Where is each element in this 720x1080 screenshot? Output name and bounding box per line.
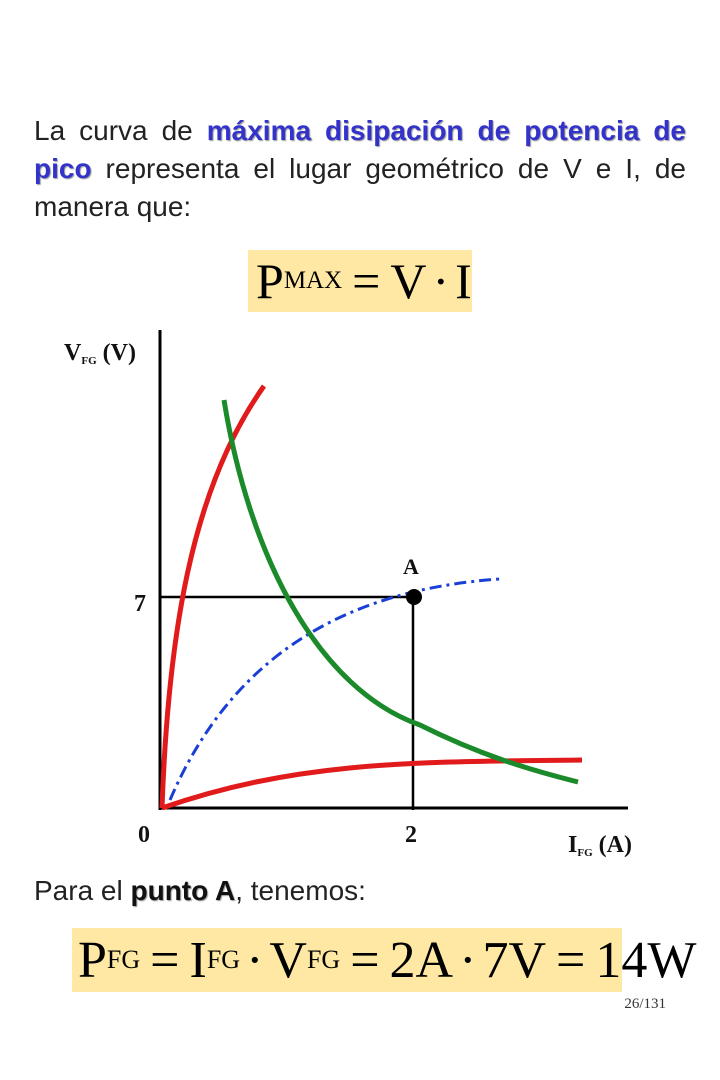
formula-pmax-sub: MAX [283,267,343,294]
y-axis-label-unit: (V) [103,340,136,366]
power-dissipation-chart: A VFG (V) IFG (A) 7 0 2 [64,330,632,859]
series-red-lower [161,757,583,811]
x-axis-label-main: I [568,832,577,858]
point-a-paragraph: Para el punto A, tenemos: [34,872,366,910]
intro-highlight: máxima disipación de potencia de pico [34,115,686,184]
multiply-dot-2: · [459,931,477,989]
formula2-p-sub: FG [106,945,141,974]
para2-highlight: punto A [130,875,236,906]
series-green-hyperbola [221,399,579,785]
formula2-v: V [269,931,307,989]
formula-v: V [390,253,427,309]
slide-number: 26/131 [624,996,666,1012]
equals-sign-2: = [350,931,380,989]
point-a-marker [406,589,422,605]
multiply-dot-1: · [246,931,264,989]
formula2-p: P [78,931,107,989]
equals-sign-3: = [556,931,586,989]
series-red-upper [159,384,267,809]
intro-text-start: La curva de [34,115,207,146]
intro-text-end: representa el lugar geométrico de V e I,… [34,153,686,222]
pmax-formula: P MAX = V · I [248,250,472,312]
formula2-current: 2A [389,931,454,989]
y-axis-label-sub: FG [81,355,97,367]
para2-text-start: Para el [34,875,131,906]
x-tick-label-2: 2 [405,822,417,848]
formula-pmax-p: P [256,253,284,309]
formula2-voltage: 7V [482,931,546,989]
formula2-v-sub: FG [306,945,341,974]
x-axis-label-sub: FG [577,847,593,859]
formula-i: I [455,253,472,309]
x-axis-label-unit: (A) [599,832,632,858]
equals-sign: = [352,253,381,309]
pfg-formula: P FG = I FG · V FG = 2A · 7V = 14W [72,928,696,992]
y-tick-label-7: 7 [134,591,146,617]
para2-text-end: , tenemos: [235,875,366,906]
formula2-i: I [189,931,207,989]
y-axis-label: VFG (V) [64,340,136,367]
equals-sign-1: = [150,931,180,989]
intro-paragraph: La curva de máxima disipación de potenci… [34,112,686,226]
series-blue-dashdot [168,577,501,801]
y-axis-label-main: V [64,340,82,366]
formula2-i-sub: FG [206,945,241,974]
x-axis-label: IFG (A) [568,832,632,859]
formula2-result: 14W [595,931,697,989]
multiply-dot: · [432,253,450,309]
point-a-label: A [403,554,419,579]
origin-label: 0 [138,822,150,848]
